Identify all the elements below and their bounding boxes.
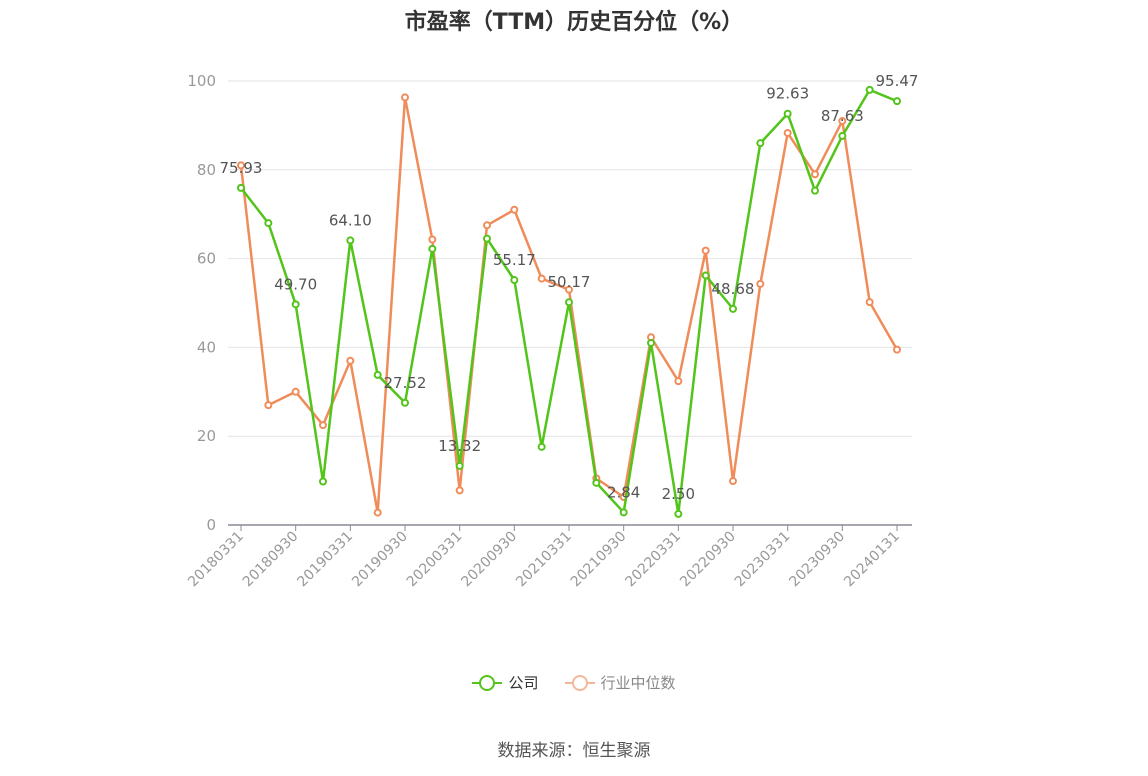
x-tick-label: 20230930 — [786, 529, 848, 591]
legend-industry-icon — [564, 674, 595, 692]
y-tick-label: 100 — [187, 72, 216, 90]
data-point — [264, 401, 273, 410]
data-point — [401, 398, 409, 407]
data-point — [865, 85, 874, 94]
data-label: 2.50 — [662, 485, 695, 503]
data-label: 75.93 — [220, 159, 263, 177]
x-tick-label: 20210331 — [513, 529, 575, 591]
data-point — [701, 271, 710, 280]
data-label: 92.63 — [766, 85, 809, 103]
x-tick-label: 20220930 — [677, 529, 739, 591]
data-label: 87.63 — [821, 107, 864, 125]
axes: 0 20 40 60 80 100 2018033120180930201903312019… — [185, 72, 912, 590]
y-tick-label: 40 — [197, 338, 216, 356]
x-tick-label: 20180331 — [185, 529, 247, 591]
data-point — [729, 477, 737, 486]
x-tick-label: 20180930 — [240, 529, 302, 591]
legend-item-industry[interactable]: 行业中位数 — [564, 672, 676, 693]
data-point — [674, 509, 683, 518]
chart-title: 市盈率（TTM）历史百分位（%） — [404, 10, 744, 35]
data-point — [783, 109, 792, 118]
x-tick-label: 20190930 — [349, 529, 411, 591]
data-point — [510, 276, 519, 285]
data-point — [565, 298, 573, 307]
data-point — [373, 508, 382, 517]
data-point — [428, 235, 437, 244]
legend-company-label: 公司 — [508, 674, 539, 692]
x-tick-label: 20200331 — [404, 529, 466, 591]
source-note: 数据来源：恒生聚源 — [497, 741, 651, 761]
legend: 公司 行业中位数 — [0, 672, 1148, 693]
data-point — [346, 356, 355, 365]
data-point — [237, 161, 245, 170]
data-label: 27.52 — [384, 374, 427, 392]
series-lines — [237, 85, 901, 518]
grid-lines — [228, 80, 912, 437]
data-label: 50.17 — [548, 273, 591, 291]
data-point — [756, 279, 765, 288]
data-point — [264, 219, 273, 228]
data-label: 48.68 — [712, 280, 755, 298]
data-label: 49.70 — [274, 275, 317, 293]
data-point — [510, 205, 519, 214]
data-point — [373, 370, 382, 379]
data-point — [483, 221, 491, 230]
data-label: 95.47 — [876, 72, 919, 90]
legend-industry-label: 行业中位数 — [600, 674, 676, 692]
data-point — [291, 300, 300, 309]
data-point — [783, 128, 792, 137]
data-point — [647, 338, 655, 347]
data-label: 64.10 — [329, 211, 372, 229]
legend-item-company[interactable]: 公司 — [472, 672, 539, 693]
data-point — [729, 304, 737, 313]
x-tick-label: 20230331 — [732, 529, 794, 591]
data-point — [592, 478, 601, 487]
x-tick-label: 20200930 — [458, 529, 520, 591]
data-point — [811, 186, 819, 195]
data-point — [865, 298, 874, 307]
x-tick-label: 20240131 — [841, 529, 903, 591]
data-point — [893, 345, 901, 354]
data-point — [319, 477, 327, 486]
data-point — [237, 183, 245, 192]
y-tick-label: 20 — [197, 427, 216, 445]
x-tick-label: 20190331 — [294, 529, 356, 591]
data-point — [674, 377, 683, 386]
data-point — [319, 421, 327, 430]
data-point — [565, 285, 573, 294]
data-point — [756, 139, 765, 148]
data-point — [401, 93, 409, 102]
data-label: 2.84 — [607, 483, 640, 501]
data-point — [838, 131, 847, 140]
data-point — [455, 461, 464, 470]
data-point — [537, 442, 546, 451]
data-point — [893, 97, 901, 106]
data-point — [291, 387, 300, 396]
data-point — [701, 246, 710, 255]
y-tick-label: 0 — [206, 516, 216, 534]
data-point — [811, 170, 819, 179]
data-point — [455, 486, 464, 495]
data-point — [346, 236, 355, 245]
x-tick-label: 20220331 — [622, 529, 684, 591]
data-label: 13.32 — [438, 437, 481, 455]
data-point — [537, 274, 546, 283]
data-label: 55.17 — [493, 251, 536, 269]
x-tick-label: 20210930 — [568, 529, 630, 591]
data-point — [838, 116, 847, 125]
data-point — [619, 508, 628, 517]
legend-company-icon — [472, 674, 503, 692]
data-point — [428, 244, 437, 253]
data-point — [483, 234, 491, 243]
data-labels: 75.93 49.70 64.10 27.52 13.32 55.17 50.17 2.84 2… — [220, 72, 919, 503]
y-tick-label: 60 — [197, 250, 216, 268]
y-tick-label: 80 — [197, 161, 216, 179]
